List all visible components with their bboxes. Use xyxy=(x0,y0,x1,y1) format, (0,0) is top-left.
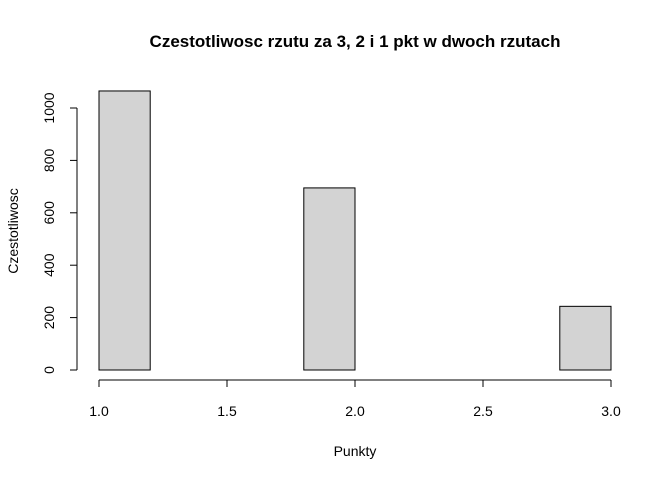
chart-title: Czestotliwosc rzutu za 3, 2 i 1 pkt w dw… xyxy=(150,32,561,51)
y-tick-label: 1000 xyxy=(41,92,57,123)
x-tick-label: 2.0 xyxy=(345,403,365,419)
y-tick-label: 600 xyxy=(41,201,57,225)
x-axis: 1.0 1.5 2.0 2.5 3.0 xyxy=(89,379,621,419)
x-tick-label: 3.0 xyxy=(601,403,621,419)
bars-group xyxy=(98,90,612,371)
histogram-bar-0 xyxy=(98,90,151,371)
y-tick-label: 400 xyxy=(41,253,57,277)
y-tick-label: 200 xyxy=(41,306,57,330)
x-tick-label: 2.5 xyxy=(473,403,493,419)
y-tick-label: 800 xyxy=(41,149,57,173)
x-axis-label: Punkty xyxy=(334,443,377,459)
histogram-bar-4 xyxy=(303,187,356,371)
x-tick-label: 1.5 xyxy=(217,403,237,419)
histogram-bar-9 xyxy=(559,305,612,371)
y-axis: 0 200 400 600 800 1000 xyxy=(41,92,78,374)
y-axis-label: Czestotliwosc xyxy=(5,188,21,274)
y-tick-label: 0 xyxy=(41,366,57,374)
x-tick-label: 1.0 xyxy=(89,403,109,419)
